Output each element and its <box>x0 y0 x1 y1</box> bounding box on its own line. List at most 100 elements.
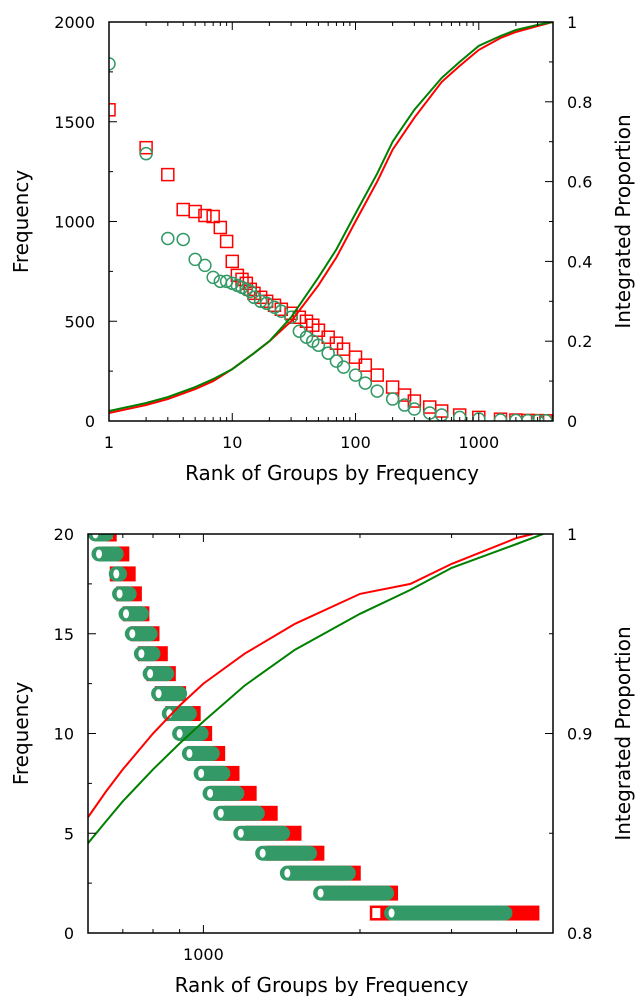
circle-marker <box>161 231 175 246</box>
circle-marker <box>311 338 326 352</box>
circle-marker-hollow <box>207 788 214 798</box>
circle-marker <box>274 304 289 319</box>
x-axis-label: Rank of Groups by Frequency <box>185 461 479 485</box>
y2-tick-label: 1 <box>567 525 577 544</box>
circle-marker <box>188 252 202 267</box>
integrated-line-line_green <box>109 22 553 412</box>
circle-marker <box>348 368 363 382</box>
y-tick-label: 0 <box>85 412 95 431</box>
circle-marker-run <box>255 845 318 861</box>
circle-marker-hollow <box>116 589 123 599</box>
circle-marker-hollow <box>96 549 103 559</box>
circle-marker <box>284 310 298 325</box>
y-tick-label: 15 <box>54 625 74 644</box>
x-axis-label: Rank of Groups by Frequency <box>175 973 469 996</box>
circle-marker-run <box>279 865 356 881</box>
square-marker <box>109 103 116 117</box>
circle-marker <box>247 290 261 305</box>
y2-tick-label: 0.2 <box>567 332 592 351</box>
circle-marker <box>358 376 373 390</box>
y2-tick-label: 0.8 <box>567 93 592 112</box>
circle-marker-hollow <box>388 908 395 918</box>
square-marker <box>213 220 228 235</box>
circle-marker-hollow <box>147 669 154 679</box>
y-axis-label: Frequency <box>9 170 33 273</box>
circle-marker <box>176 232 190 247</box>
circle-marker-run <box>202 785 245 801</box>
circle-marker-run <box>384 905 513 921</box>
plot-area <box>88 534 544 921</box>
y-tick-label: 1500 <box>54 113 95 132</box>
circle-marker-hollow <box>186 748 193 758</box>
top-chart: 1 10 100 1000 0 500 1000 1500 2000 0 0.2 0.4 0.6 0.8 1… <box>9 13 635 485</box>
circle-marker <box>198 258 212 273</box>
circle-marker-hollow <box>92 534 99 539</box>
circle-marker-hollow <box>259 848 266 858</box>
circle-marker-run <box>181 745 220 761</box>
square-marker <box>198 208 212 223</box>
y2-axis-label: Integrated Proportion <box>611 114 635 328</box>
square-marker <box>336 342 351 356</box>
circle-marker-hollow <box>176 729 183 738</box>
circle-marker <box>321 346 335 360</box>
circle-marker-run <box>133 646 161 662</box>
circle-marker-run <box>193 765 231 781</box>
y-tick-label: 5 <box>64 824 74 843</box>
circle-marker <box>385 392 400 406</box>
y-axis-label: Frequency <box>9 682 33 785</box>
y-tick-label: 20 <box>54 525 74 544</box>
square-marker <box>219 234 234 249</box>
square-marker <box>311 323 326 337</box>
circle-marker-hollow <box>198 768 205 778</box>
circle-marker-hollow <box>155 689 162 699</box>
square-marker <box>370 368 384 382</box>
circle-marker <box>253 294 268 309</box>
y2-tick-label: 0 <box>567 412 577 431</box>
circle-marker <box>336 360 351 374</box>
square-marker <box>225 254 240 269</box>
circle-marker <box>407 402 422 416</box>
y-tick-label: 2000 <box>54 13 95 32</box>
x-tick-label: 100 <box>340 433 371 452</box>
y-tick-label: 10 <box>54 725 74 744</box>
square-marker <box>188 204 202 219</box>
square-marker <box>161 167 175 182</box>
square-marker-hollow <box>372 908 381 919</box>
x-tick-label: 1000 <box>183 945 224 964</box>
integrated-line-line_green <box>88 534 544 844</box>
circle-marker-hollow <box>317 888 324 898</box>
circle-marker-hollow <box>113 569 120 579</box>
circle-marker-hollow <box>138 649 145 659</box>
x-tick-label: 1 <box>104 433 114 452</box>
y2-tick-label: 0.6 <box>567 173 592 192</box>
plot-area <box>109 22 553 421</box>
circle-marker-hollow <box>237 828 244 838</box>
circle-marker <box>452 410 467 421</box>
square-marker <box>358 358 373 372</box>
circle-marker <box>267 300 282 315</box>
x-tick-label: 10 <box>222 433 242 452</box>
integrated-line-red <box>88 534 534 818</box>
circle-marker-hollow <box>123 609 130 619</box>
y2-tick-label: 0.9 <box>567 725 592 744</box>
circle-marker <box>109 57 116 71</box>
y-tick-label: 0 <box>64 924 74 943</box>
bottom-chart: 1000 0 5 10 15 20 0.8 0.9 1 Rank of Groups by Fre… <box>9 525 635 996</box>
square-marker <box>385 380 400 394</box>
circle-marker <box>206 270 220 285</box>
circle-marker-hollow <box>129 629 136 639</box>
square-marker <box>206 209 220 224</box>
circle-marker <box>139 146 153 161</box>
y2-axis-label: Integrated Proportion <box>611 626 635 840</box>
y-tick-label: 500 <box>64 312 95 331</box>
circle-marker-hollow <box>217 808 224 818</box>
integrated-line-red <box>109 22 553 414</box>
circle-marker <box>434 408 449 421</box>
square-marker <box>139 140 153 155</box>
y2-tick-label: 0.8 <box>567 924 592 943</box>
y2-tick-label: 1 <box>567 13 577 32</box>
y2-tick-label: 0.4 <box>567 252 592 271</box>
circle-marker-run <box>213 805 265 821</box>
square-marker <box>176 202 190 217</box>
